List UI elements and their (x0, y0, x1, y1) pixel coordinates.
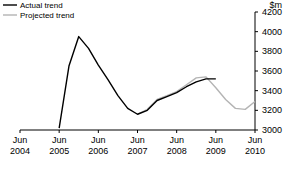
x-tick-label: Jun2007 (127, 135, 147, 156)
y-tick (255, 110, 258, 111)
x-tick-label-part: 2008 (167, 146, 187, 156)
x-tick (98, 130, 99, 133)
x-tick-label-part: 2004 (10, 146, 30, 156)
x-tick-label: Jun2004 (10, 135, 30, 156)
x-tick-label-part: Jun (248, 135, 263, 145)
legend-label: Actual trend (20, 1, 63, 10)
x-tick-label-part: 2006 (88, 146, 108, 156)
plot (59, 37, 255, 128)
x-tick-label-part: Jun (13, 135, 28, 145)
y-tick-label: 4000 (262, 27, 282, 37)
x-tick (20, 130, 21, 133)
x-tick-label: Jun2008 (167, 135, 187, 156)
x-tick-label-part: 2010 (245, 146, 265, 156)
x-tick-label: Jun2010 (245, 135, 265, 156)
legend-label: Projected trend (20, 11, 74, 20)
y-tick (255, 71, 258, 72)
y-tick-label: 3400 (262, 86, 282, 96)
x-tick (255, 130, 256, 133)
y-tick (255, 51, 258, 52)
y-tick-label: 3800 (262, 46, 282, 56)
x-tick (215, 130, 216, 133)
x-tick (59, 130, 60, 133)
y-tick (255, 90, 258, 91)
x-tick-label-part: 2009 (206, 146, 226, 156)
legend-swatch (3, 4, 17, 5)
y-axis-label: $m (269, 0, 282, 10)
chart: 3000320034003600380040004200$mJun2004Jun… (0, 0, 283, 170)
x-tick-label-part: Jun (209, 135, 224, 145)
legend-swatch (3, 14, 17, 15)
y-tick-label: 3600 (262, 66, 282, 76)
x-tick-label: Jun2005 (49, 135, 69, 156)
y-tick (255, 12, 258, 13)
x-tick-label: Jun2009 (206, 135, 226, 156)
series-line (59, 37, 216, 128)
y-tick (255, 31, 258, 32)
x-tick-label-part: Jun (169, 135, 184, 145)
x-tick-label-part: Jun (52, 135, 67, 145)
y-tick-label: 3200 (262, 105, 282, 115)
y-tick-label: 3000 (262, 125, 282, 135)
x-tick-label-part: Jun (130, 135, 145, 145)
x-tick (176, 130, 177, 133)
x-tick (137, 130, 138, 133)
x-tick-label: Jun2006 (88, 135, 108, 156)
x-tick-label-part: 2005 (49, 146, 69, 156)
x-tick-label-part: Jun (91, 135, 106, 145)
x-tick-label-part: 2007 (127, 146, 147, 156)
